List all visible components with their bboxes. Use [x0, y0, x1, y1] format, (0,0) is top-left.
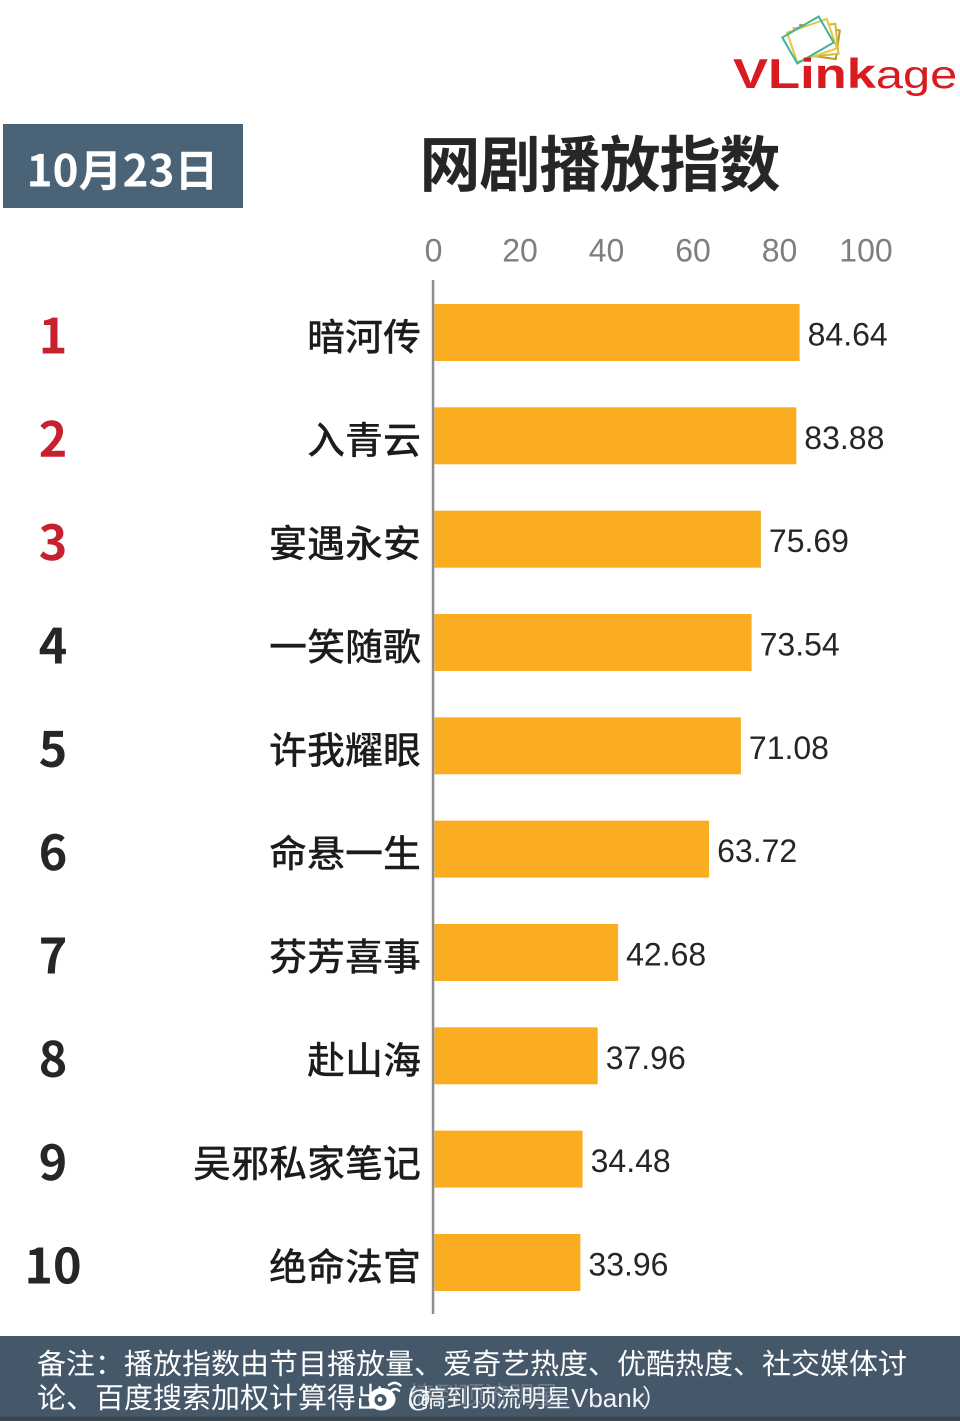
svg-text:33.96: 33.96 [588, 1247, 668, 1283]
svg-text:83.88: 83.88 [804, 420, 884, 456]
svg-text:84.64: 84.64 [808, 317, 888, 353]
svg-text:0: 0 [425, 233, 443, 269]
svg-text:63.72: 63.72 [717, 833, 797, 869]
svg-text:VLinkage: VLinkage [733, 51, 957, 98]
svg-text:60: 60 [675, 233, 711, 269]
svg-text:Vbank: Vbank [571, 1383, 646, 1413]
svg-text:75.69: 75.69 [769, 523, 849, 559]
svg-text:@: @ [407, 1386, 431, 1413]
svg-text:100: 100 [839, 233, 892, 269]
svg-text:40: 40 [589, 233, 625, 269]
svg-text:20: 20 [502, 233, 538, 269]
svg-text:71.08: 71.08 [749, 730, 829, 766]
svg-text:80: 80 [762, 233, 798, 269]
svg-text:34.48: 34.48 [591, 1143, 671, 1179]
svg-text:37.96: 37.96 [606, 1040, 686, 1076]
svg-text:42.68: 42.68 [626, 937, 706, 973]
svg-text:73.54: 73.54 [760, 627, 840, 663]
